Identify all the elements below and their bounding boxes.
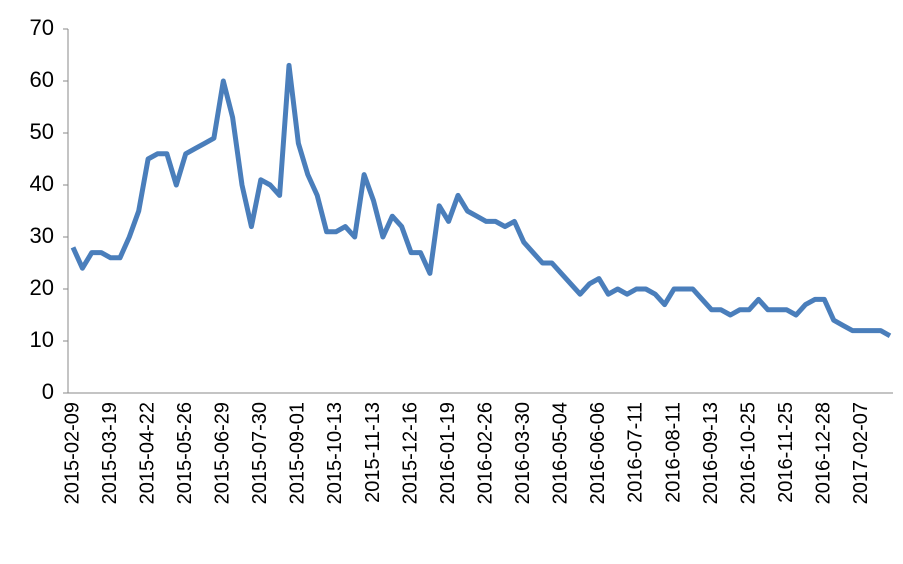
x-tick-label: 2016-12-28	[813, 402, 835, 504]
x-tick-label: 2015-02-09	[61, 402, 83, 504]
y-tick-label: 20	[30, 275, 54, 300]
x-tick-label: 2016-01-19	[437, 402, 459, 504]
x-tick-label: 2016-11-25	[775, 402, 797, 503]
x-tick-label: 2016-07-11	[625, 402, 647, 503]
y-tick-label: 30	[30, 223, 54, 248]
y-tick-label: 50	[30, 119, 54, 144]
x-tick-label: 2015-04-22	[136, 402, 158, 504]
y-tick-label: 0	[42, 379, 54, 404]
x-tick-label: 2015-06-29	[212, 402, 234, 504]
x-tick-label: 2016-06-06	[587, 402, 609, 504]
y-tick-label: 40	[30, 171, 54, 196]
x-tick-label: 2015-10-13	[324, 402, 346, 504]
x-tick-label: 2015-11-13	[362, 402, 384, 503]
x-tick-label: 2017-02-07	[850, 402, 872, 504]
x-tick-label: 2016-10-25	[737, 402, 759, 504]
x-tick-label: 2016-09-13	[700, 402, 722, 504]
y-tick-label: 70	[30, 15, 54, 40]
x-tick-label: 2015-03-19	[99, 402, 121, 504]
x-tick-label: 2016-05-04	[550, 402, 572, 504]
x-tick-label: 2015-05-26	[174, 402, 196, 504]
x-tick-label: 2015-09-01	[287, 402, 309, 504]
y-tick-label: 60	[30, 67, 54, 92]
x-tick-label: 2015-12-16	[399, 402, 421, 504]
x-tick-label: 2016-08-11	[662, 402, 684, 503]
x-tick-label: 2016-03-30	[512, 402, 534, 504]
y-tick-label: 10	[30, 327, 54, 352]
line-series	[70, 62, 892, 338]
x-tick-label: 2015-07-30	[249, 402, 271, 504]
x-tick-label: 2016-02-26	[474, 402, 496, 504]
